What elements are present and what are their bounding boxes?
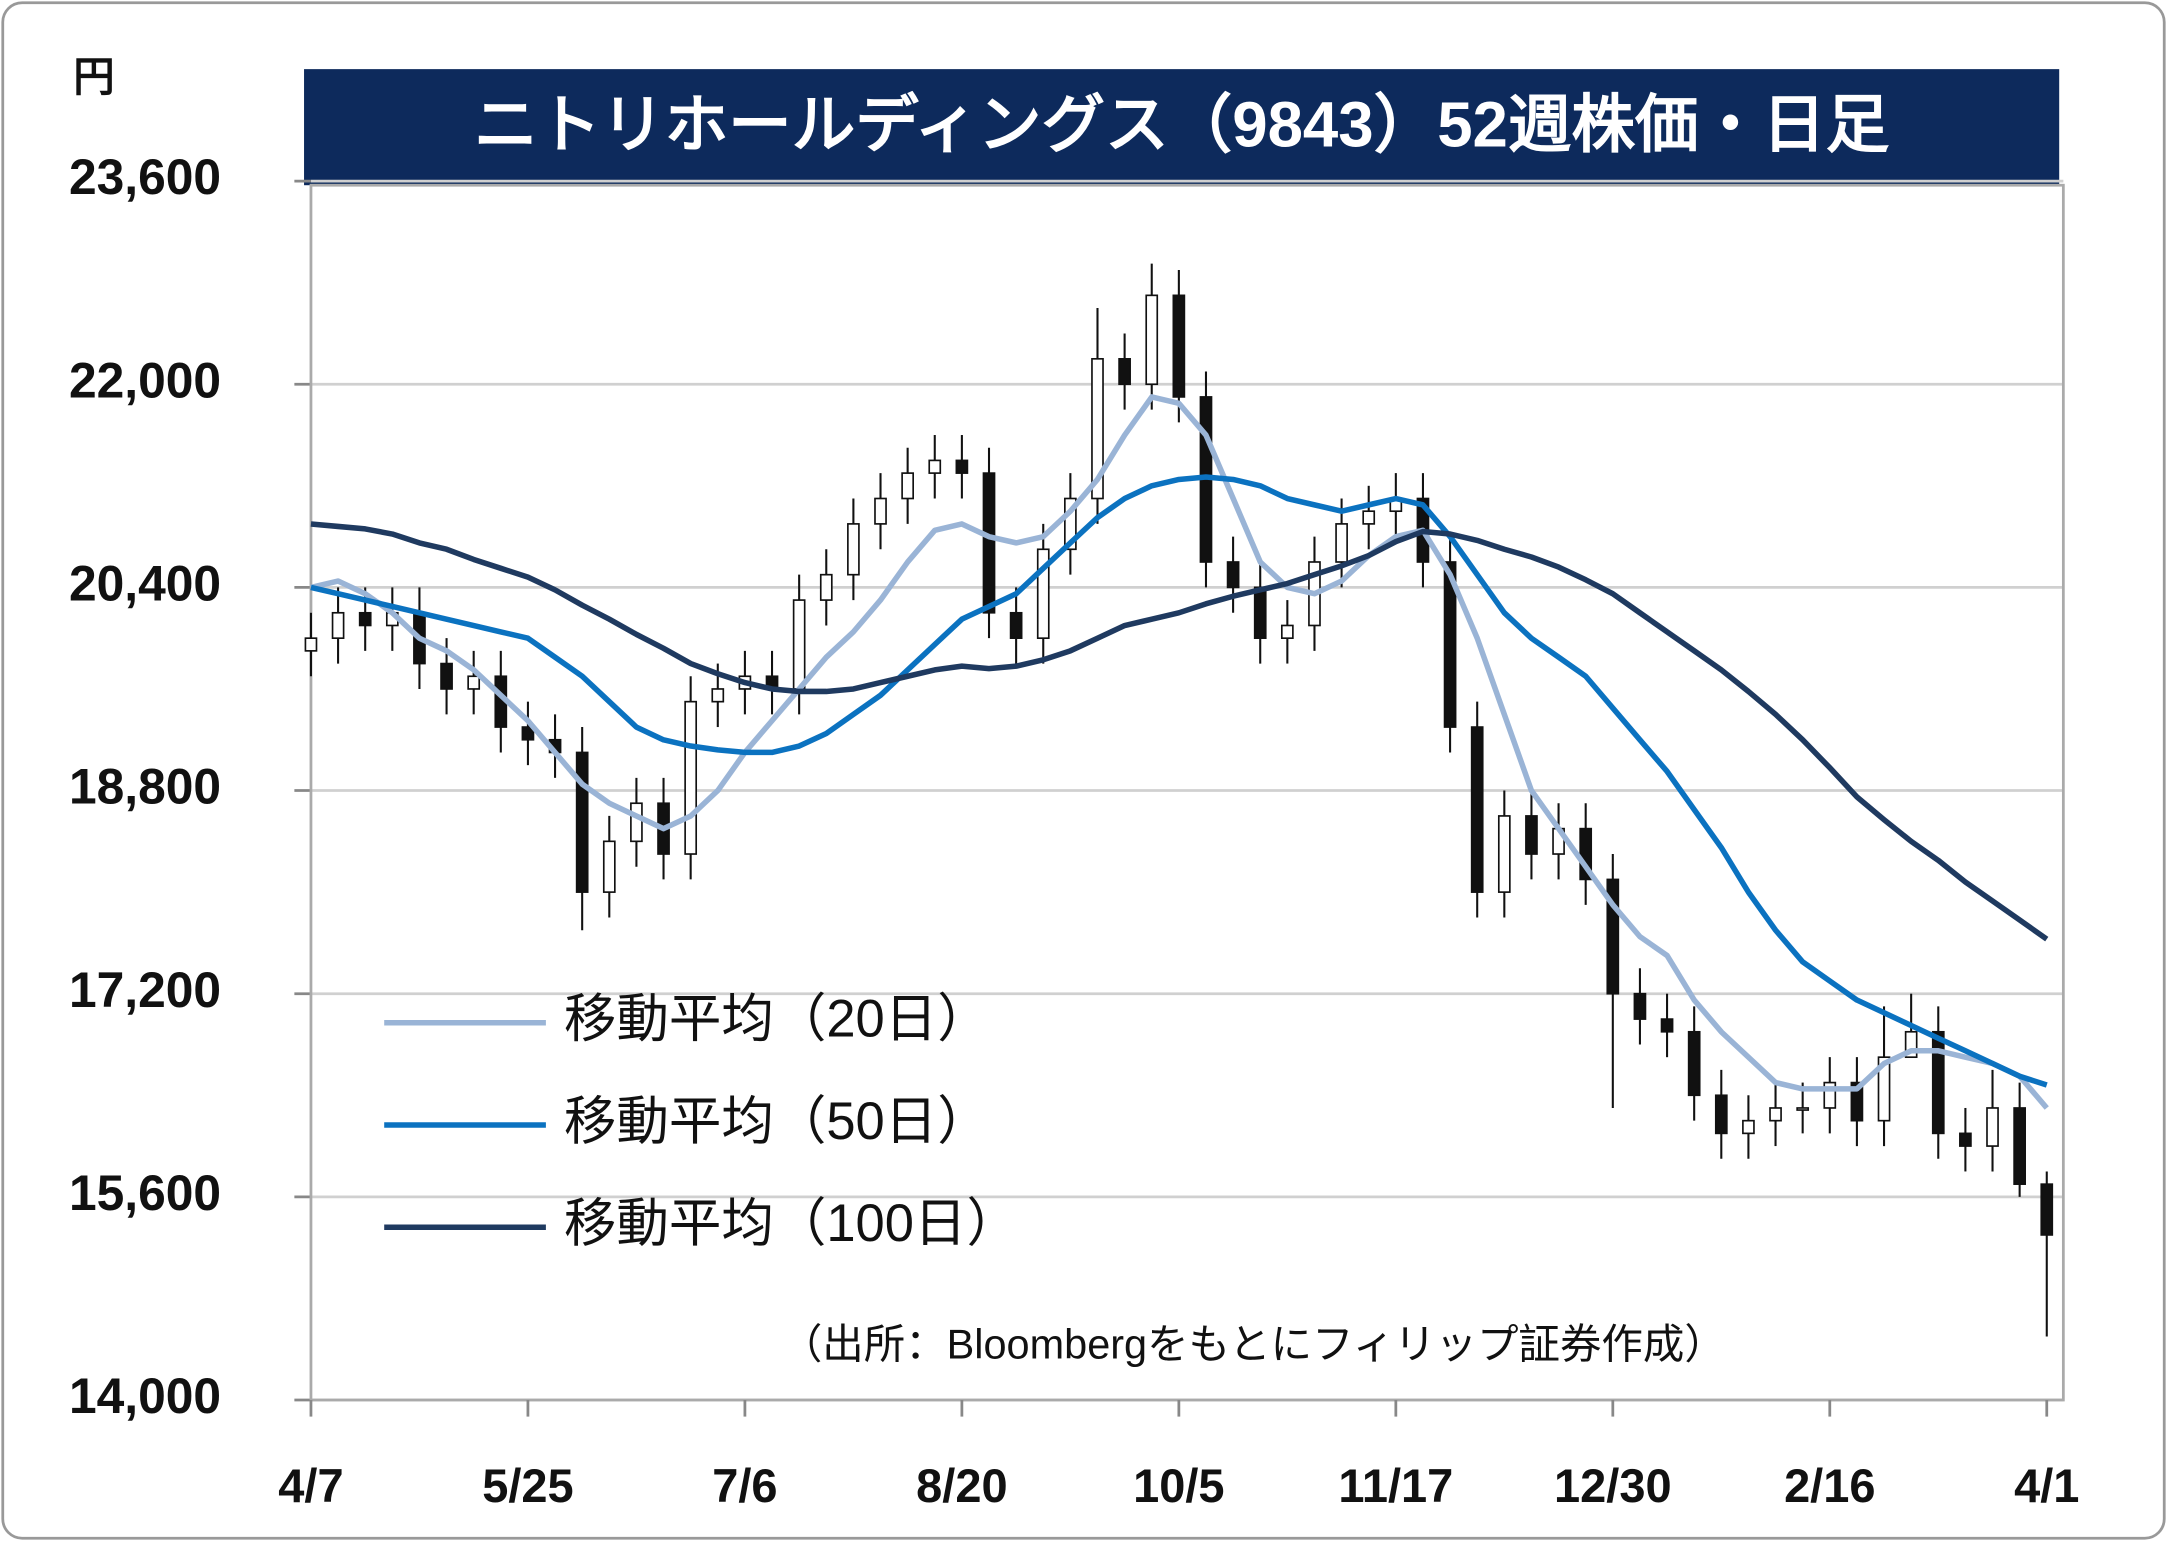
candle-body [331, 611, 345, 640]
candle-body [711, 688, 725, 703]
moving-average-line [310, 474, 2048, 1088]
y-tick-label: 20,400 [69, 556, 221, 612]
candle-body [1172, 294, 1186, 398]
candle-body [1497, 815, 1511, 893]
candle-body [1443, 561, 1457, 728]
candle-body [521, 726, 535, 741]
candle-body [1579, 827, 1593, 881]
candle-body [955, 459, 969, 474]
y-tick-label: 18,800 [69, 759, 221, 815]
y-tick-label: 14,000 [69, 1368, 221, 1424]
x-tick-label: 4/7 [278, 1459, 343, 1512]
candle-body [1959, 1132, 1972, 1147]
candle-body [630, 802, 643, 843]
source-note: （出所：Bloombergをもとにフィリップ証券作成） [781, 1320, 1726, 1367]
chart-title: ニトリホールディングス（9843）52週株価・日足 [474, 90, 1890, 161]
candle-body [819, 573, 833, 601]
candle-body [1091, 358, 1104, 500]
title-box [304, 69, 2060, 186]
candle-body [1362, 510, 1376, 525]
candle-body [1118, 358, 1131, 386]
y-tick-label: 22,000 [69, 352, 221, 408]
candle-body [304, 637, 318, 652]
candle-body [1009, 611, 1023, 640]
candle-body [1145, 294, 1159, 386]
x-tick-label: 2/16 [1784, 1459, 1875, 1512]
legend-label: 移動平均（100日） [564, 1194, 1019, 1253]
y-tick-label: 17,200 [69, 962, 221, 1018]
candle-body [847, 523, 860, 576]
moving-average-line [310, 521, 2049, 942]
candle-body [1714, 1094, 1728, 1135]
y-tick-label: 23,600 [69, 149, 221, 205]
x-tick-label: 7/6 [712, 1459, 777, 1512]
y-tick-label: 15,600 [69, 1165, 221, 1221]
candle-body [2040, 1183, 2054, 1236]
candle-body [467, 675, 481, 690]
x-tick-label: 4/1 [2014, 1459, 2079, 1512]
candle-body [1064, 497, 1077, 551]
candle-body [928, 459, 942, 474]
candle-body [1606, 878, 1620, 995]
candle-body [901, 472, 914, 500]
candle-body [1823, 1081, 1837, 1109]
candle-body [575, 751, 589, 893]
candle-body [1904, 1030, 1918, 1059]
candle-body [792, 599, 806, 690]
candle-body [1660, 1018, 1674, 1033]
candle-body [1633, 992, 1647, 1020]
candle-body [1036, 548, 1050, 640]
candle-body [874, 497, 887, 525]
marks [304, 263, 2054, 1337]
x-tick-label: 11/17 [1338, 1459, 1453, 1512]
moving-average-line [310, 394, 2049, 1110]
candle-body [602, 840, 616, 893]
y-axis-label: 円 [73, 53, 114, 100]
candle-body [1877, 1056, 1891, 1122]
candle-body [358, 611, 372, 627]
candle-body [1226, 561, 1240, 589]
legend-label: 移動平均（50日） [564, 1092, 990, 1151]
plot-frame [309, 183, 2065, 1402]
candle-body [2013, 1107, 2026, 1185]
candle-body [1796, 1107, 1810, 1111]
candle-body [1769, 1107, 1782, 1122]
x-tick-label: 5/25 [482, 1459, 573, 1512]
candle-body [1850, 1081, 1864, 1122]
candle-body [982, 472, 996, 614]
candle-body [1931, 1030, 1945, 1135]
candle-body [684, 700, 698, 855]
legend-label: 移動平均（20日） [564, 990, 990, 1049]
x-tick-label: 8/20 [916, 1459, 1007, 1512]
candle-body [1986, 1107, 1999, 1147]
candle-body [1280, 624, 1294, 640]
x-tick-label: 12/30 [1554, 1459, 1672, 1512]
candle-body [1525, 815, 1538, 855]
candle-body [440, 662, 453, 690]
candle-body [1742, 1119, 1755, 1135]
candle-body [1687, 1030, 1701, 1097]
candle-body [1335, 523, 1348, 563]
candle-body [1470, 726, 1484, 893]
candle-body [1253, 586, 1267, 640]
x-tick-label: 10/5 [1133, 1459, 1224, 1512]
